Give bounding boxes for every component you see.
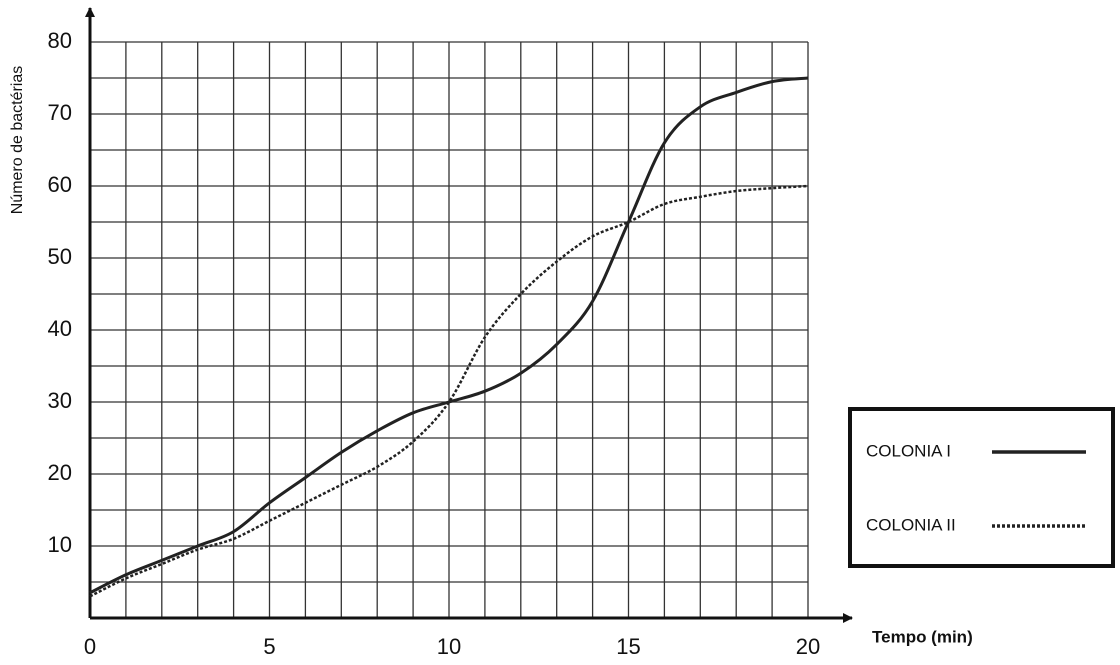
y-tick-label: 70	[48, 100, 72, 125]
y-tick-label: 10	[48, 532, 72, 557]
x-tick-label: 5	[263, 634, 275, 659]
legend-label: COLONIA II	[866, 515, 956, 534]
x-tick-label: 0	[84, 634, 96, 659]
legend-label: COLONIA I	[866, 441, 951, 460]
series-line	[89, 76, 809, 595]
y-tick-label: 30	[48, 388, 72, 413]
x-axis-label: Tempo (min)	[872, 627, 973, 646]
y-tick-label: 40	[48, 316, 72, 341]
x-tick-label: 20	[796, 634, 820, 659]
y-tick-label: 50	[48, 244, 72, 269]
legend-box	[848, 407, 1115, 568]
x-tick-label: 10	[437, 634, 461, 659]
y-axis-label: Número de bactérias	[9, 66, 26, 215]
series-line	[89, 184, 809, 598]
y-tick-label: 80	[48, 28, 72, 53]
x-tick-label: 15	[616, 634, 640, 659]
y-tick-label: 20	[48, 460, 72, 485]
y-tick-label: 60	[48, 172, 72, 197]
grid	[90, 41, 809, 618]
legend: COLONIA I COLONIA II	[866, 441, 1086, 534]
